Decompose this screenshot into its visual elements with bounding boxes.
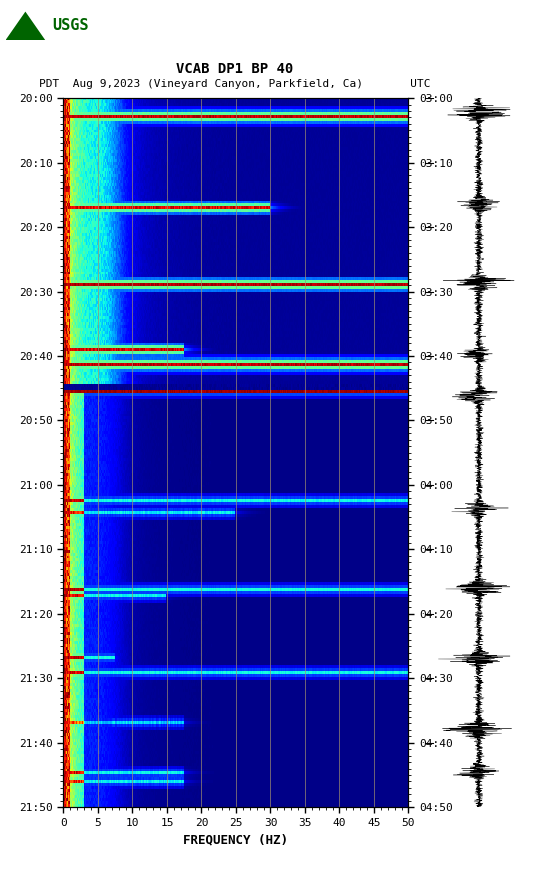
- Text: PDT  Aug 9,2023 (Vineyard Canyon, Parkfield, Ca)       UTC: PDT Aug 9,2023 (Vineyard Canyon, Parkfie…: [39, 79, 431, 89]
- Polygon shape: [6, 12, 45, 40]
- Text: USGS: USGS: [52, 19, 88, 33]
- X-axis label: FREQUENCY (HZ): FREQUENCY (HZ): [183, 833, 289, 847]
- Text: VCAB DP1 BP 40: VCAB DP1 BP 40: [176, 62, 293, 76]
